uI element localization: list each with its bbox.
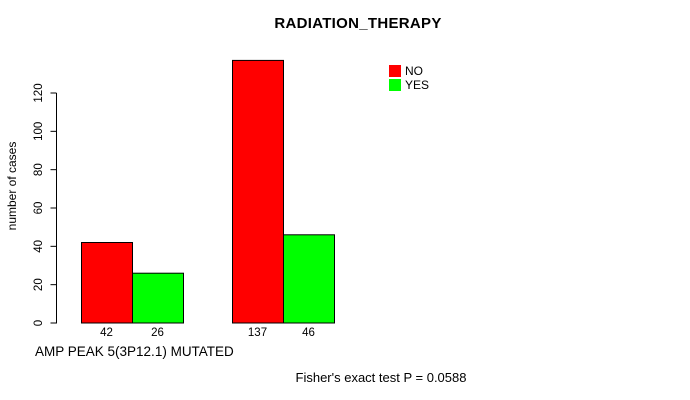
y-axis-tick-label: 60 [33,202,45,215]
bar-no-group1 [81,242,133,324]
bar-count-label: 137 [248,327,267,339]
legend-label-yes: YES [405,77,430,92]
legend-item-yes: YES [389,78,429,91]
x-axis-label: AMP PEAK 5(3P12.1) MUTATED [35,344,234,359]
legend-swatch-no-icon [389,64,401,77]
legend-item-no: NO [389,64,429,77]
legend-label-no: NO [405,63,423,78]
y-axis-tick-label: 100 [33,122,45,141]
y-axis-tick-label: 120 [33,83,45,102]
y-axis-label: number of cases [5,141,19,231]
bar-yes-group2 [283,234,335,324]
legend: NO YES [389,64,429,92]
fisher-test-annotation: Fisher's exact test P = 0.0588 [295,370,467,385]
y-axis-tick-label: 80 [33,163,45,176]
bar-count-label: 46 [302,327,315,339]
chart-title: RADIATION_THERAPY [274,15,442,32]
y-axis-tick-label: 20 [33,278,45,291]
legend-swatch-yes-icon [389,78,401,91]
y-axis-tick-label: 40 [33,240,45,253]
bar-count-label: 26 [151,327,164,339]
y-axis-tick-label: 0 [33,320,45,326]
bar-count-label: 42 [100,327,113,339]
bar-no-group2 [232,59,284,324]
bar-yes-group1 [132,272,184,324]
